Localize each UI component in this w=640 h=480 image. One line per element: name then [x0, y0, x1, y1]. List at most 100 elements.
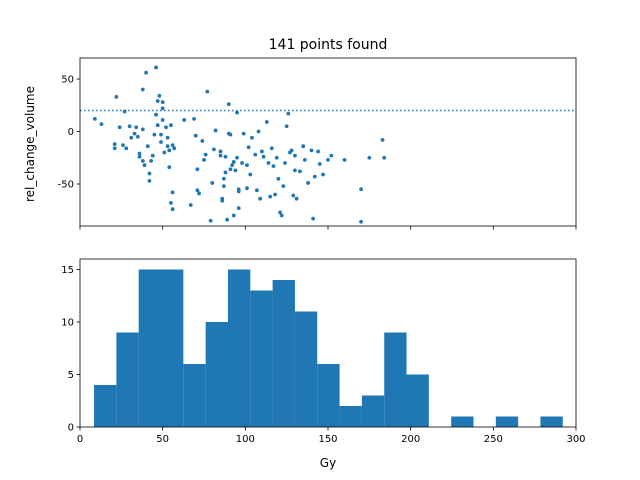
scatter-point — [192, 117, 196, 121]
scatter-point — [225, 217, 230, 222]
scatter-point — [236, 206, 241, 211]
scatter-point — [266, 161, 271, 165]
scatter-point — [149, 159, 153, 163]
scatter-plot-area — [80, 65, 576, 224]
scatter-point — [142, 163, 147, 168]
scatter-point — [233, 168, 238, 173]
scatter-point — [228, 167, 233, 172]
scatter-point — [200, 139, 205, 143]
scatter-point — [380, 138, 385, 142]
scatter-point — [231, 213, 236, 218]
scatter-point — [122, 109, 127, 114]
scatter-point — [134, 125, 139, 130]
scatter-point — [154, 112, 158, 117]
scatter-point — [165, 135, 170, 140]
scatter-point — [157, 93, 162, 98]
scatter-axes-frame — [79, 57, 577, 227]
histogram-bar — [272, 280, 295, 427]
scatter-point — [256, 129, 261, 134]
scatter-point — [147, 178, 152, 183]
scatter-point — [230, 163, 235, 168]
scatter-point — [132, 131, 137, 136]
scatter-point — [279, 213, 284, 218]
histogram-xtick-label: 300 — [566, 434, 585, 445]
scatter-point — [248, 172, 253, 177]
scatter-point — [160, 100, 165, 104]
scatter-point — [167, 148, 172, 153]
histogram-xtick-label: 0 — [77, 434, 83, 445]
scatter-point — [220, 196, 225, 201]
scatter-point — [259, 149, 264, 154]
scatter-point — [203, 152, 208, 157]
scatter-point — [210, 181, 215, 185]
scatter-point — [223, 154, 228, 159]
scatter-ytick-label: -50 — [58, 180, 74, 191]
scatter-point — [261, 154, 266, 159]
histogram-xlabel: Gy — [320, 456, 336, 470]
scatter-point — [281, 184, 286, 189]
scatter-point — [269, 146, 274, 151]
scatter-point — [195, 167, 200, 172]
scatter-point — [326, 157, 330, 162]
scatter-point — [235, 155, 239, 160]
histogram-ytick-label: 10 — [61, 318, 74, 329]
scatter-point — [150, 153, 155, 158]
scatter-ticks: 50 0 -50 — [58, 75, 577, 230]
histogram-bar — [317, 364, 340, 427]
scatter-point — [137, 151, 142, 156]
scatter-point — [367, 155, 372, 160]
scatter-point — [245, 163, 249, 168]
scatter-point — [112, 146, 117, 151]
scatter-point — [195, 188, 200, 193]
scatter-point — [302, 157, 307, 162]
scatter-point — [283, 161, 287, 165]
scatter-point — [117, 125, 122, 130]
scatter-title: 141 points found — [269, 37, 388, 53]
scatter-point — [152, 132, 157, 137]
scatter-point — [289, 148, 294, 153]
histogram-xtick-label: 100 — [236, 434, 255, 445]
scatter-point — [284, 124, 289, 129]
scatter-point — [297, 169, 302, 174]
scatter-point — [274, 155, 279, 160]
scatter-point — [321, 172, 325, 177]
scatter-point — [246, 145, 251, 150]
histogram-xtick-label: 50 — [156, 434, 169, 445]
histogram-bar — [294, 311, 318, 427]
scatter-point — [293, 168, 297, 173]
histogram-bar — [361, 395, 385, 427]
scatter-point — [159, 132, 163, 137]
scatter-point — [127, 124, 132, 129]
scatter-point — [236, 187, 241, 192]
scatter-point — [137, 154, 142, 159]
scatter-point — [165, 144, 170, 149]
scatter-point — [311, 216, 316, 221]
scatter-point — [169, 123, 173, 128]
scatter-point — [170, 143, 175, 148]
scatter-point — [193, 133, 198, 138]
scatter-ytick-label: 0 — [68, 127, 74, 138]
scatter-point — [359, 219, 363, 224]
scatter-point — [154, 65, 158, 70]
scatter-point — [226, 102, 231, 107]
histogram-xtick-label: 250 — [484, 434, 503, 445]
scatter-point — [162, 150, 167, 155]
scatter-point — [342, 157, 347, 162]
scatter-point — [221, 184, 226, 189]
scatter-point — [213, 128, 218, 133]
histogram-bar — [116, 332, 139, 427]
histogram-xtick-label: 150 — [318, 434, 337, 445]
scatter-point — [202, 157, 206, 162]
scatter-point — [218, 153, 223, 158]
histogram-bar — [94, 385, 117, 427]
histogram-bar — [540, 416, 563, 427]
histogram-bar — [406, 374, 429, 427]
scatter-point — [218, 149, 223, 154]
scatter-point — [264, 120, 269, 124]
scatter-point — [250, 135, 254, 140]
scatter-point — [245, 186, 249, 191]
scatter-ylabel: rel_change_volume — [23, 86, 37, 202]
scatter-point — [317, 162, 322, 166]
